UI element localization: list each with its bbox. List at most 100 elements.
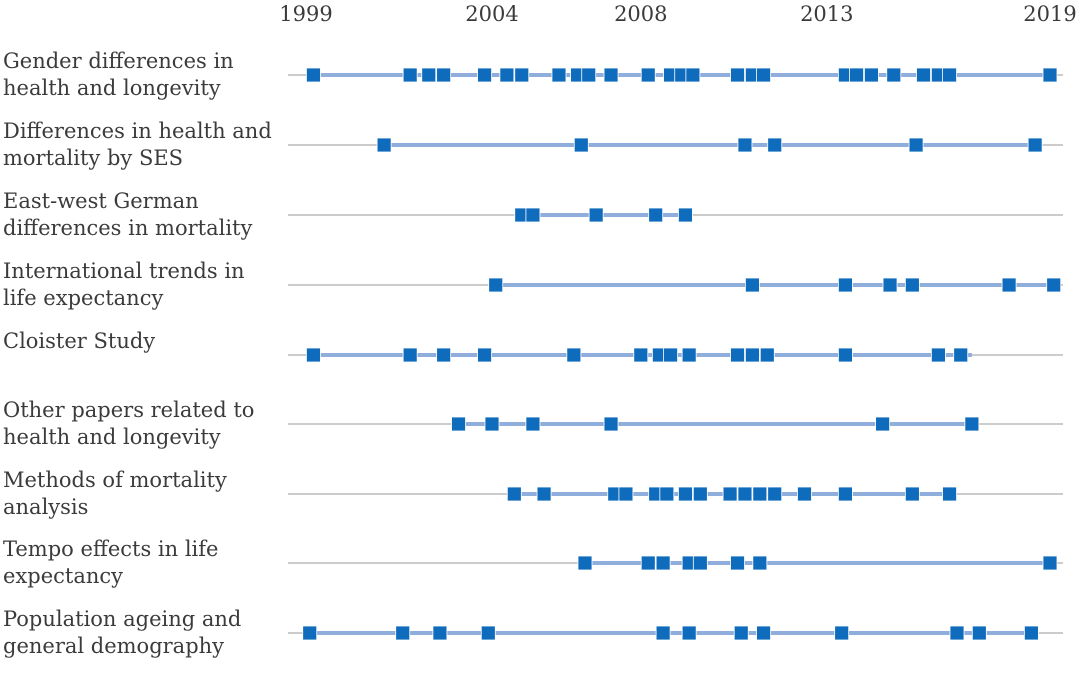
row-label: Other papers related to health and longe…: [3, 398, 255, 449]
publication-marker: [942, 486, 957, 502]
publication-marker: [916, 67, 931, 83]
year-tick-2004: 2004: [465, 2, 519, 26]
publication-marker: [536, 486, 552, 502]
publication-marker: [904, 277, 920, 293]
publication-marker: [931, 347, 946, 363]
publication-marker: [588, 207, 604, 223]
publication-marker: [730, 555, 745, 571]
publication-marker: [752, 486, 768, 502]
publication-marker: [904, 486, 920, 502]
publication-marker: [451, 416, 466, 432]
publication-marker: [421, 67, 437, 83]
row-label: East-west German differences in mortalit…: [3, 189, 253, 240]
publication-marker: [875, 416, 890, 432]
publication-marker: [685, 67, 701, 83]
publication-marker: [506, 486, 522, 502]
publication-marker: [864, 67, 879, 83]
publication-marker: [692, 486, 708, 502]
publication-marker: [499, 67, 515, 83]
publication-marker: [480, 625, 496, 641]
publication-marker: [306, 347, 321, 363]
publication-marker: [971, 625, 987, 641]
row-label: Cloister Study: [3, 329, 156, 353]
publication-marker: [640, 67, 656, 83]
publication-marker: [376, 137, 392, 153]
publication-marker: [663, 347, 678, 363]
publication-marker: [402, 67, 418, 83]
publication-marker: [573, 137, 589, 153]
publication-marker: [484, 416, 500, 432]
publication-marker: [722, 486, 738, 502]
publication-marker: [756, 625, 771, 641]
publication-marker: [432, 625, 448, 641]
publication-marker: [514, 67, 530, 83]
publication-marker: [838, 486, 853, 502]
publication-marker: [737, 486, 753, 502]
publication-marker: [477, 67, 492, 83]
publication-marker: [756, 67, 771, 83]
publication-marker: [1046, 277, 1062, 293]
publication-marker: [737, 137, 753, 153]
publication-marker: [402, 347, 418, 363]
publication-marker: [745, 277, 760, 293]
publication-marker: [730, 347, 745, 363]
publication-marker: [525, 207, 541, 223]
row-label: International trends in life expectancy: [3, 259, 245, 310]
publication-marker: [759, 347, 775, 363]
publication-marker: [882, 277, 898, 293]
publication-marker: [886, 67, 902, 83]
publication-marker: [767, 137, 783, 153]
publication-marker: [659, 486, 675, 502]
publication-marker: [942, 67, 957, 83]
publication-marker: [525, 416, 541, 432]
publication-marker: [797, 486, 812, 502]
publication-marker: [767, 486, 783, 502]
publication-marker: [834, 625, 850, 641]
row-label: Gender differences in health and longevi…: [3, 49, 234, 100]
publication-marker: [603, 67, 619, 83]
publication-marker: [838, 347, 853, 363]
year-tick-2019: 2019: [1023, 2, 1077, 26]
publication-marker: [633, 347, 649, 363]
publication-marker: [678, 207, 693, 223]
publication-marker: [678, 486, 693, 502]
publication-marker: [730, 67, 745, 83]
publication-marker: [306, 67, 321, 83]
publication-marker: [551, 67, 567, 83]
publication-marker: [436, 347, 452, 363]
publication-marker: [395, 625, 411, 641]
year-tick-2008: 2008: [614, 2, 668, 26]
publication-marker: [681, 625, 697, 641]
publication-marker: [681, 347, 697, 363]
row-label: Methods of mortality analysis: [3, 468, 227, 519]
publication-marker: [655, 555, 671, 571]
publication-marker: [566, 347, 582, 363]
row-label: Differences in health and mortality by S…: [3, 119, 272, 170]
publication-marker: [745, 347, 760, 363]
publication-marker: [302, 625, 318, 641]
publication-marker: [1024, 625, 1039, 641]
publication-marker: [1001, 277, 1017, 293]
publication-marker: [949, 625, 965, 641]
year-tick-1999: 1999: [279, 2, 333, 26]
publication-marker: [640, 555, 656, 571]
publication-marker: [1042, 555, 1058, 571]
year-tick-2013: 2013: [800, 2, 854, 26]
publication-marker: [603, 416, 619, 432]
publication-marker: [477, 347, 492, 363]
publication-marker: [648, 207, 664, 223]
publication-marker: [577, 555, 593, 571]
publication-marker: [1027, 137, 1043, 153]
publication-marker: [581, 67, 597, 83]
publication-marker: [1042, 67, 1058, 83]
publication-marker: [733, 625, 749, 641]
publication-marker: [692, 555, 708, 571]
publication-marker: [964, 416, 980, 432]
publication-marker: [849, 67, 864, 83]
publication-marker: [752, 555, 768, 571]
publication-marker: [488, 277, 504, 293]
row-label: Tempo effects in life expectancy: [3, 537, 219, 588]
publication-marker: [838, 277, 853, 293]
